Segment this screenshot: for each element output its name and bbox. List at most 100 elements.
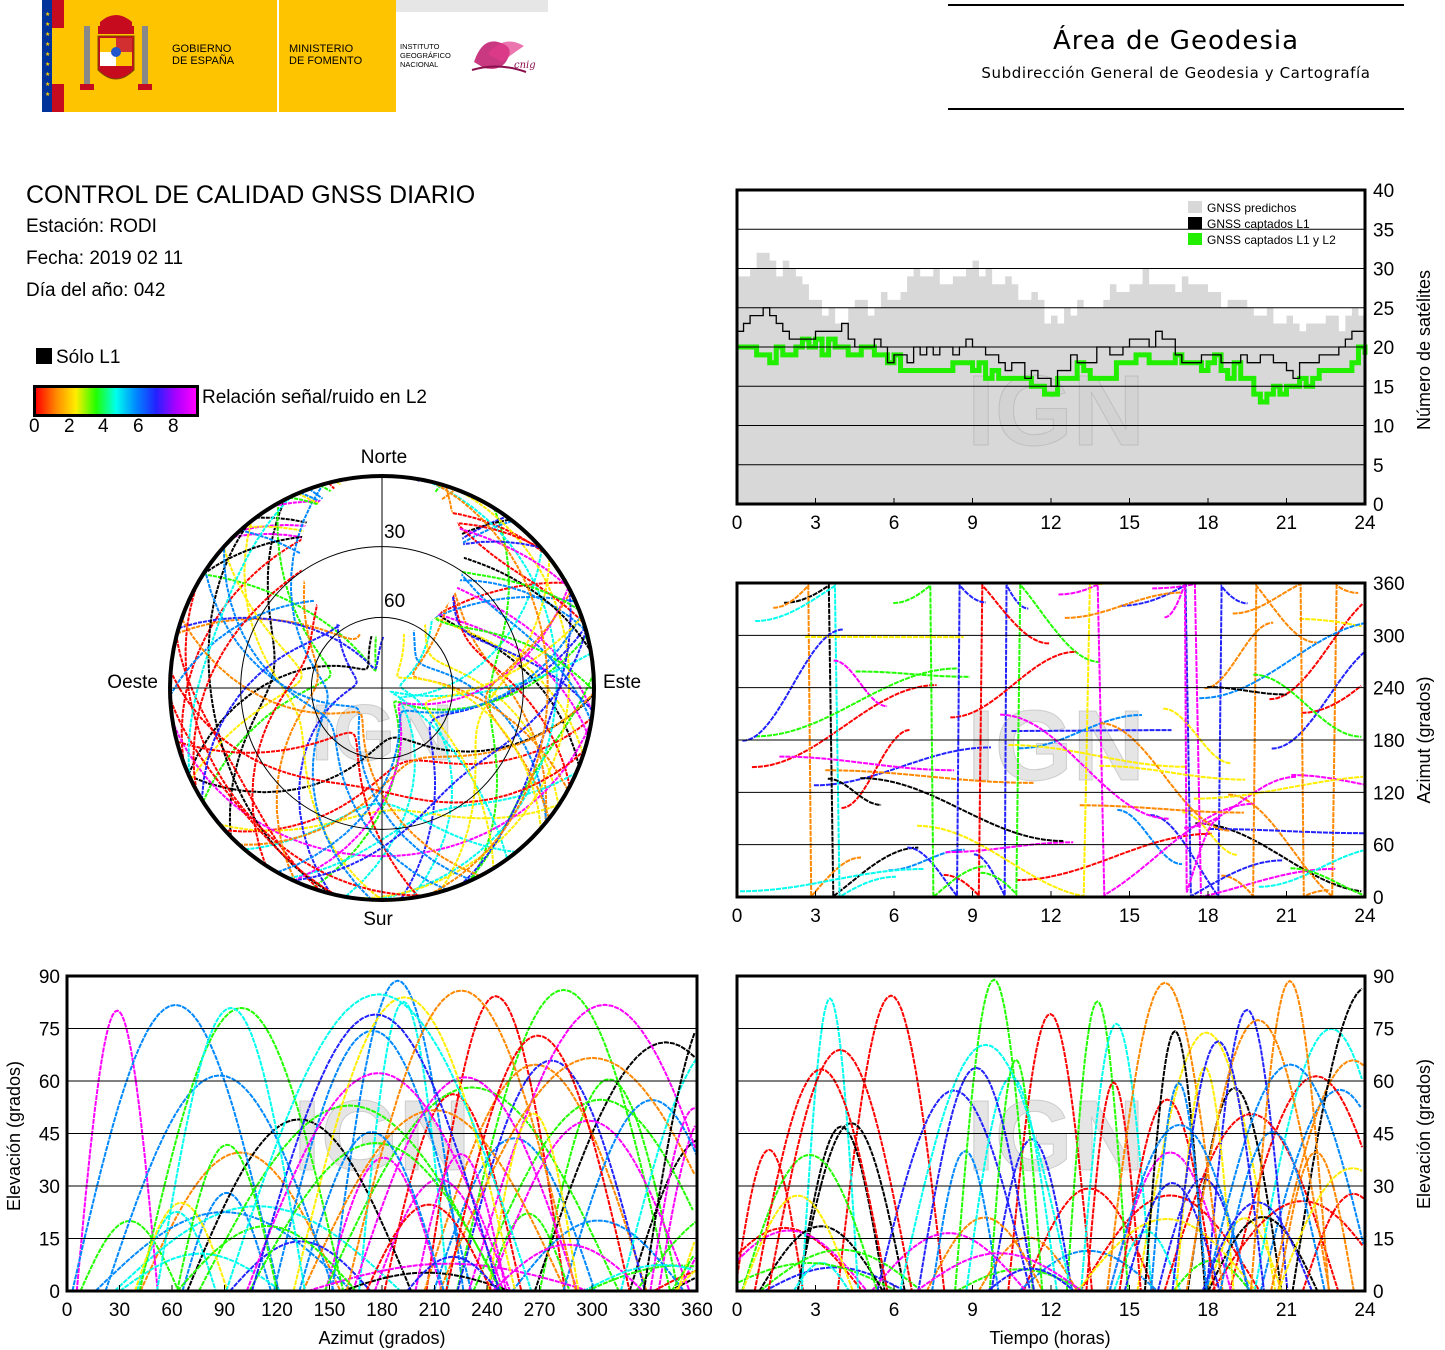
gobierno-line2: DE ESPAÑA <box>172 55 235 67</box>
elev-az-track <box>94 1211 353 1292</box>
sky-ring-60: 60 <box>384 591 405 612</box>
azimuth-track <box>1120 583 1283 898</box>
x-tick-label: 24 <box>1354 513 1376 534</box>
legend-swatch <box>1188 233 1202 245</box>
y-tick-label: 300 <box>1373 626 1405 647</box>
x-tick-label: 360 <box>681 1300 713 1321</box>
elev-az-track <box>138 1006 345 1292</box>
azimuth-track <box>917 582 1103 898</box>
report-title: CONTROL DE CALIDAD GNSS DIARIO <box>26 181 476 209</box>
elev-az-track <box>365 1203 493 1292</box>
elev-az-track <box>406 1255 500 1292</box>
elev-time-track <box>758 1225 884 1292</box>
azimuth-track <box>755 583 896 899</box>
azimuth-track <box>779 755 955 772</box>
x-tick-label: 18 <box>1197 513 1218 534</box>
cnig-logo-icon <box>471 41 527 73</box>
snr-tick-2: 2 <box>64 416 75 437</box>
x-tick-label: 24 <box>1354 1300 1376 1321</box>
elev-az-track <box>352 1076 579 1292</box>
elev-time-track <box>736 1148 805 1292</box>
azimuth-track <box>1232 582 1330 898</box>
c1-ylabel: Número de satélites <box>1414 270 1434 430</box>
y-tick-label: 15 <box>39 1230 60 1251</box>
sky-track <box>188 693 595 794</box>
elev-time-track <box>1205 1063 1365 1292</box>
elev-time-track <box>1022 1187 1156 1292</box>
sky-track <box>169 698 337 896</box>
azimuth-track <box>841 728 911 809</box>
elev-time-track <box>1108 1123 1251 1292</box>
elev-az-track <box>670 1254 695 1292</box>
azimuth-track <box>1228 583 1359 899</box>
elev-az-track <box>653 1269 697 1292</box>
y-tick-label: 0 <box>49 1282 60 1303</box>
elev-az-track <box>198 1104 502 1292</box>
azimuth-track <box>1301 685 1362 714</box>
ministerio-line1: MINISTERIO <box>289 43 354 55</box>
elev-az-track <box>324 1156 443 1292</box>
elev-time-track <box>1123 1181 1221 1292</box>
y-tick-label: 60 <box>1373 836 1394 857</box>
x-tick-label: 21 <box>1276 513 1297 534</box>
y-tick-label: 35 <box>1373 220 1394 241</box>
y-tick-label: 180 <box>1373 731 1405 752</box>
elev-az-track <box>673 1269 697 1292</box>
y-tick-label: 240 <box>1373 679 1405 700</box>
x-tick-label: 180 <box>366 1300 398 1321</box>
x-tick-label: 90 <box>214 1300 235 1321</box>
c5-xlabel: Tiempo (horas) <box>989 1328 1110 1348</box>
elev-az-track <box>425 995 566 1292</box>
y-tick-label: 30 <box>1373 1177 1394 1198</box>
legend-swatch <box>1188 201 1202 213</box>
azimuth-track <box>1184 775 1297 829</box>
elev-az-track <box>562 1098 698 1292</box>
elev-az-track <box>229 1240 372 1292</box>
x-tick-label: 12 <box>1040 1300 1061 1321</box>
gobierno-block: GOBIERNO DE ESPAÑA <box>64 0 284 112</box>
elev-az-track <box>342 1271 511 1292</box>
elev-time-track <box>956 1268 1085 1292</box>
y-tick-label: 25 <box>1373 299 1394 320</box>
azimuth-track <box>1163 707 1232 765</box>
azimuth-track <box>827 777 882 806</box>
azimuth-track <box>1199 622 1365 700</box>
elev-time-track <box>986 1267 1075 1292</box>
c4-ylabel: Elevación (grados) <box>4 1061 24 1211</box>
elev-az-track <box>467 1003 697 1292</box>
elev-time-track <box>954 978 1034 1292</box>
elev-az-track <box>511 1219 685 1292</box>
x-tick-label: 3 <box>810 1300 821 1321</box>
elev-time-track <box>1277 1151 1355 1292</box>
elev-az-track <box>71 1003 280 1292</box>
ign-block: INSTITUTO GEOGRÁFICO NACIONAL cnig <box>396 0 548 112</box>
elev-az-track <box>136 1210 217 1292</box>
y-tick-label: 360 <box>1373 574 1405 595</box>
sky-horizon <box>168 474 596 902</box>
x-tick-label: 9 <box>967 906 978 927</box>
elev-time-track <box>917 1066 1036 1292</box>
y-tick-label: 75 <box>1373 1020 1394 1041</box>
azimuth-track <box>1193 775 1364 800</box>
elev-az-track <box>445 1034 631 1292</box>
elev-az-track <box>75 1009 159 1292</box>
elev-time-track <box>1150 1081 1208 1292</box>
sky-south-label: Sur <box>363 909 393 930</box>
elev-time-track <box>1228 1075 1364 1292</box>
elev-az-track <box>456 1059 646 1292</box>
area-title: Área de Geodesia <box>1052 26 1300 56</box>
elev-time-track <box>759 1248 923 1292</box>
elev-time-track <box>1249 979 1330 1292</box>
elev-time-track <box>1080 1022 1153 1292</box>
elev-time-track <box>915 1252 1083 1292</box>
azimuth-track <box>943 582 1050 898</box>
elev-time-track <box>1277 1167 1363 1292</box>
elev-time-track <box>988 1058 1044 1292</box>
elev-time-track <box>1211 1199 1364 1292</box>
elev-time-track <box>1201 1201 1313 1292</box>
x-tick-label: 21 <box>1276 906 1297 927</box>
x-tick-label: 270 <box>524 1300 556 1321</box>
y-tick-label: 5 <box>1373 456 1384 477</box>
sky-track <box>319 484 595 692</box>
